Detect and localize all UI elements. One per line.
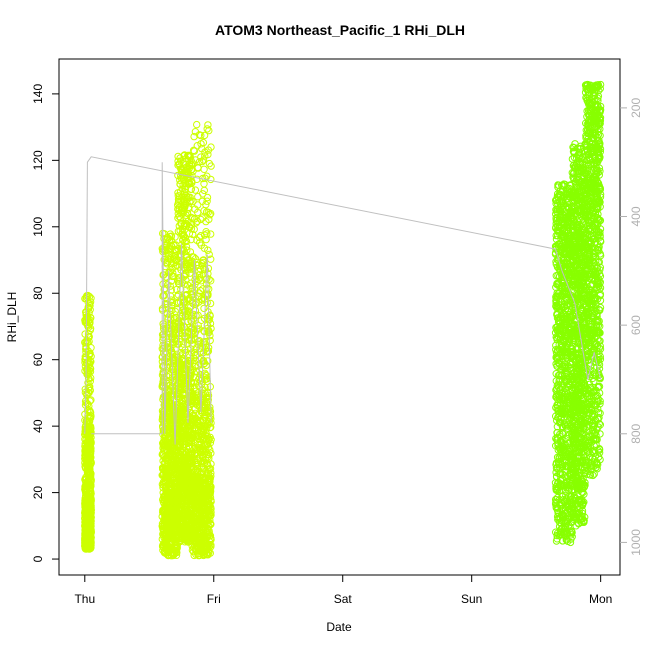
data-point bbox=[159, 484, 167, 492]
data-point bbox=[87, 352, 95, 361]
data-point bbox=[86, 487, 94, 495]
data-point bbox=[164, 434, 173, 442]
data-point bbox=[86, 377, 95, 385]
data-point bbox=[158, 512, 166, 521]
data-point bbox=[159, 530, 167, 538]
data-point bbox=[85, 498, 94, 506]
data-point bbox=[169, 269, 177, 277]
data-point bbox=[84, 384, 93, 393]
data-point bbox=[159, 341, 167, 350]
data-point bbox=[159, 427, 168, 435]
data-point bbox=[86, 357, 94, 365]
data-point bbox=[166, 453, 174, 461]
data-point bbox=[160, 493, 168, 502]
data-point bbox=[84, 388, 93, 397]
data-point bbox=[86, 298, 95, 306]
data-point bbox=[168, 332, 176, 341]
data-point bbox=[164, 530, 173, 539]
data-point bbox=[167, 319, 176, 327]
data-point bbox=[86, 326, 95, 334]
data-point bbox=[166, 490, 175, 498]
data-point bbox=[87, 424, 95, 433]
data-point bbox=[81, 499, 90, 507]
data-point bbox=[165, 411, 173, 419]
data-point bbox=[173, 292, 182, 301]
data-point bbox=[159, 521, 167, 530]
data-point bbox=[166, 524, 175, 532]
scatter-points bbox=[81, 80, 605, 560]
data-point bbox=[87, 374, 95, 382]
data-point bbox=[160, 235, 168, 243]
data-point bbox=[166, 328, 174, 336]
data-point bbox=[162, 454, 171, 462]
data-point bbox=[83, 466, 92, 474]
data-point bbox=[81, 459, 89, 467]
data-point bbox=[159, 441, 168, 449]
data-point bbox=[85, 490, 93, 498]
data-point bbox=[173, 545, 181, 553]
data-point bbox=[170, 550, 178, 558]
data-point bbox=[162, 466, 171, 475]
data-point bbox=[159, 481, 168, 489]
data-point bbox=[86, 440, 94, 448]
data-point bbox=[162, 507, 170, 515]
data-point bbox=[87, 428, 95, 436]
data-point bbox=[166, 372, 174, 380]
data-point bbox=[162, 475, 170, 483]
data-point bbox=[162, 324, 170, 332]
data-point bbox=[81, 488, 90, 497]
data-point bbox=[86, 427, 95, 435]
data-point bbox=[159, 444, 167, 452]
data-point bbox=[85, 475, 93, 483]
data-point bbox=[87, 396, 95, 404]
data-point bbox=[162, 542, 170, 550]
data-point bbox=[159, 292, 167, 300]
data-point bbox=[166, 292, 175, 300]
data-point bbox=[159, 333, 167, 342]
data-point bbox=[198, 214, 207, 222]
data-point bbox=[159, 465, 167, 473]
data-point bbox=[163, 547, 171, 555]
data-point bbox=[83, 497, 91, 506]
data-point bbox=[84, 438, 92, 446]
data-point bbox=[84, 510, 92, 518]
data-point bbox=[168, 350, 177, 359]
data-point bbox=[83, 417, 91, 425]
data-point bbox=[160, 256, 168, 264]
data-point bbox=[193, 120, 201, 129]
data-point bbox=[82, 345, 90, 353]
chart-title: ATOM3 Northeast_Pacific_1 RHi_DLH bbox=[215, 22, 465, 38]
data-point bbox=[169, 551, 178, 560]
data-point bbox=[86, 453, 95, 462]
data-point bbox=[199, 138, 208, 147]
data-point bbox=[86, 518, 95, 526]
data-point bbox=[86, 446, 94, 454]
data-point bbox=[180, 280, 188, 288]
data-point bbox=[81, 446, 89, 454]
data-point bbox=[86, 349, 94, 358]
data-point bbox=[159, 379, 168, 387]
data-point bbox=[163, 245, 171, 253]
data-point bbox=[165, 251, 173, 260]
data-point bbox=[200, 165, 208, 174]
data-point bbox=[84, 291, 92, 300]
data-point bbox=[87, 503, 95, 511]
data-point bbox=[191, 186, 200, 194]
data-point bbox=[87, 540, 95, 548]
data-point bbox=[164, 255, 172, 263]
data-point bbox=[81, 531, 89, 540]
data-point bbox=[164, 542, 173, 550]
data-point bbox=[86, 529, 94, 537]
data-point bbox=[168, 494, 176, 502]
data-point bbox=[81, 362, 90, 370]
